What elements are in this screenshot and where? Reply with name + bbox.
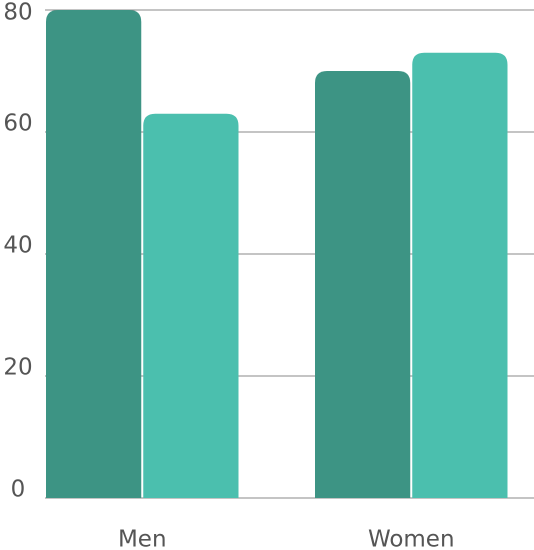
bar xyxy=(412,52,508,498)
x-tick-label: Women xyxy=(368,527,455,550)
y-tick-label: 20 xyxy=(3,355,32,381)
bar xyxy=(46,10,142,498)
x-tick-label: Men xyxy=(118,527,167,550)
y-tick-label: 40 xyxy=(3,233,32,259)
bar xyxy=(315,71,411,498)
y-tick-label: 0 xyxy=(11,477,26,503)
bar xyxy=(143,113,239,498)
y-tick-label: 60 xyxy=(3,111,32,137)
y-tick-label: 80 xyxy=(3,0,32,26)
